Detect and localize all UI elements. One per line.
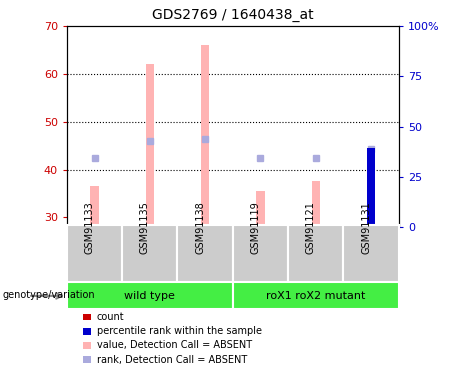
Title: GDS2769 / 1640438_at: GDS2769 / 1640438_at bbox=[152, 9, 313, 22]
Bar bbox=[312, 182, 320, 227]
Text: count: count bbox=[97, 312, 124, 322]
Text: GSM91119: GSM91119 bbox=[250, 201, 260, 254]
Text: genotype/variation: genotype/variation bbox=[2, 290, 95, 300]
Bar bbox=[67, 282, 233, 309]
Text: wild type: wild type bbox=[124, 291, 175, 301]
Bar bbox=[233, 282, 399, 309]
Bar bbox=[201, 45, 209, 227]
Bar bbox=[122, 225, 177, 283]
Bar bbox=[367, 150, 375, 227]
Text: GSM91121: GSM91121 bbox=[306, 201, 316, 254]
Text: GSM91135: GSM91135 bbox=[140, 201, 150, 254]
Text: GSM91138: GSM91138 bbox=[195, 201, 205, 254]
Bar bbox=[177, 225, 233, 283]
Text: percentile rank within the sample: percentile rank within the sample bbox=[97, 326, 262, 336]
Text: roX1 roX2 mutant: roX1 roX2 mutant bbox=[266, 291, 366, 301]
Bar bbox=[367, 150, 375, 227]
Bar bbox=[343, 225, 399, 283]
Text: rank, Detection Call = ABSENT: rank, Detection Call = ABSENT bbox=[97, 355, 247, 364]
Text: GSM91131: GSM91131 bbox=[361, 201, 371, 254]
Bar bbox=[146, 64, 154, 227]
Bar bbox=[256, 191, 265, 227]
Text: GSM91133: GSM91133 bbox=[84, 201, 95, 254]
Bar bbox=[90, 186, 99, 227]
Bar bbox=[233, 225, 288, 283]
Bar bbox=[367, 148, 375, 227]
Bar bbox=[288, 225, 343, 283]
Text: value, Detection Call = ABSENT: value, Detection Call = ABSENT bbox=[97, 340, 252, 350]
Bar bbox=[67, 225, 122, 283]
